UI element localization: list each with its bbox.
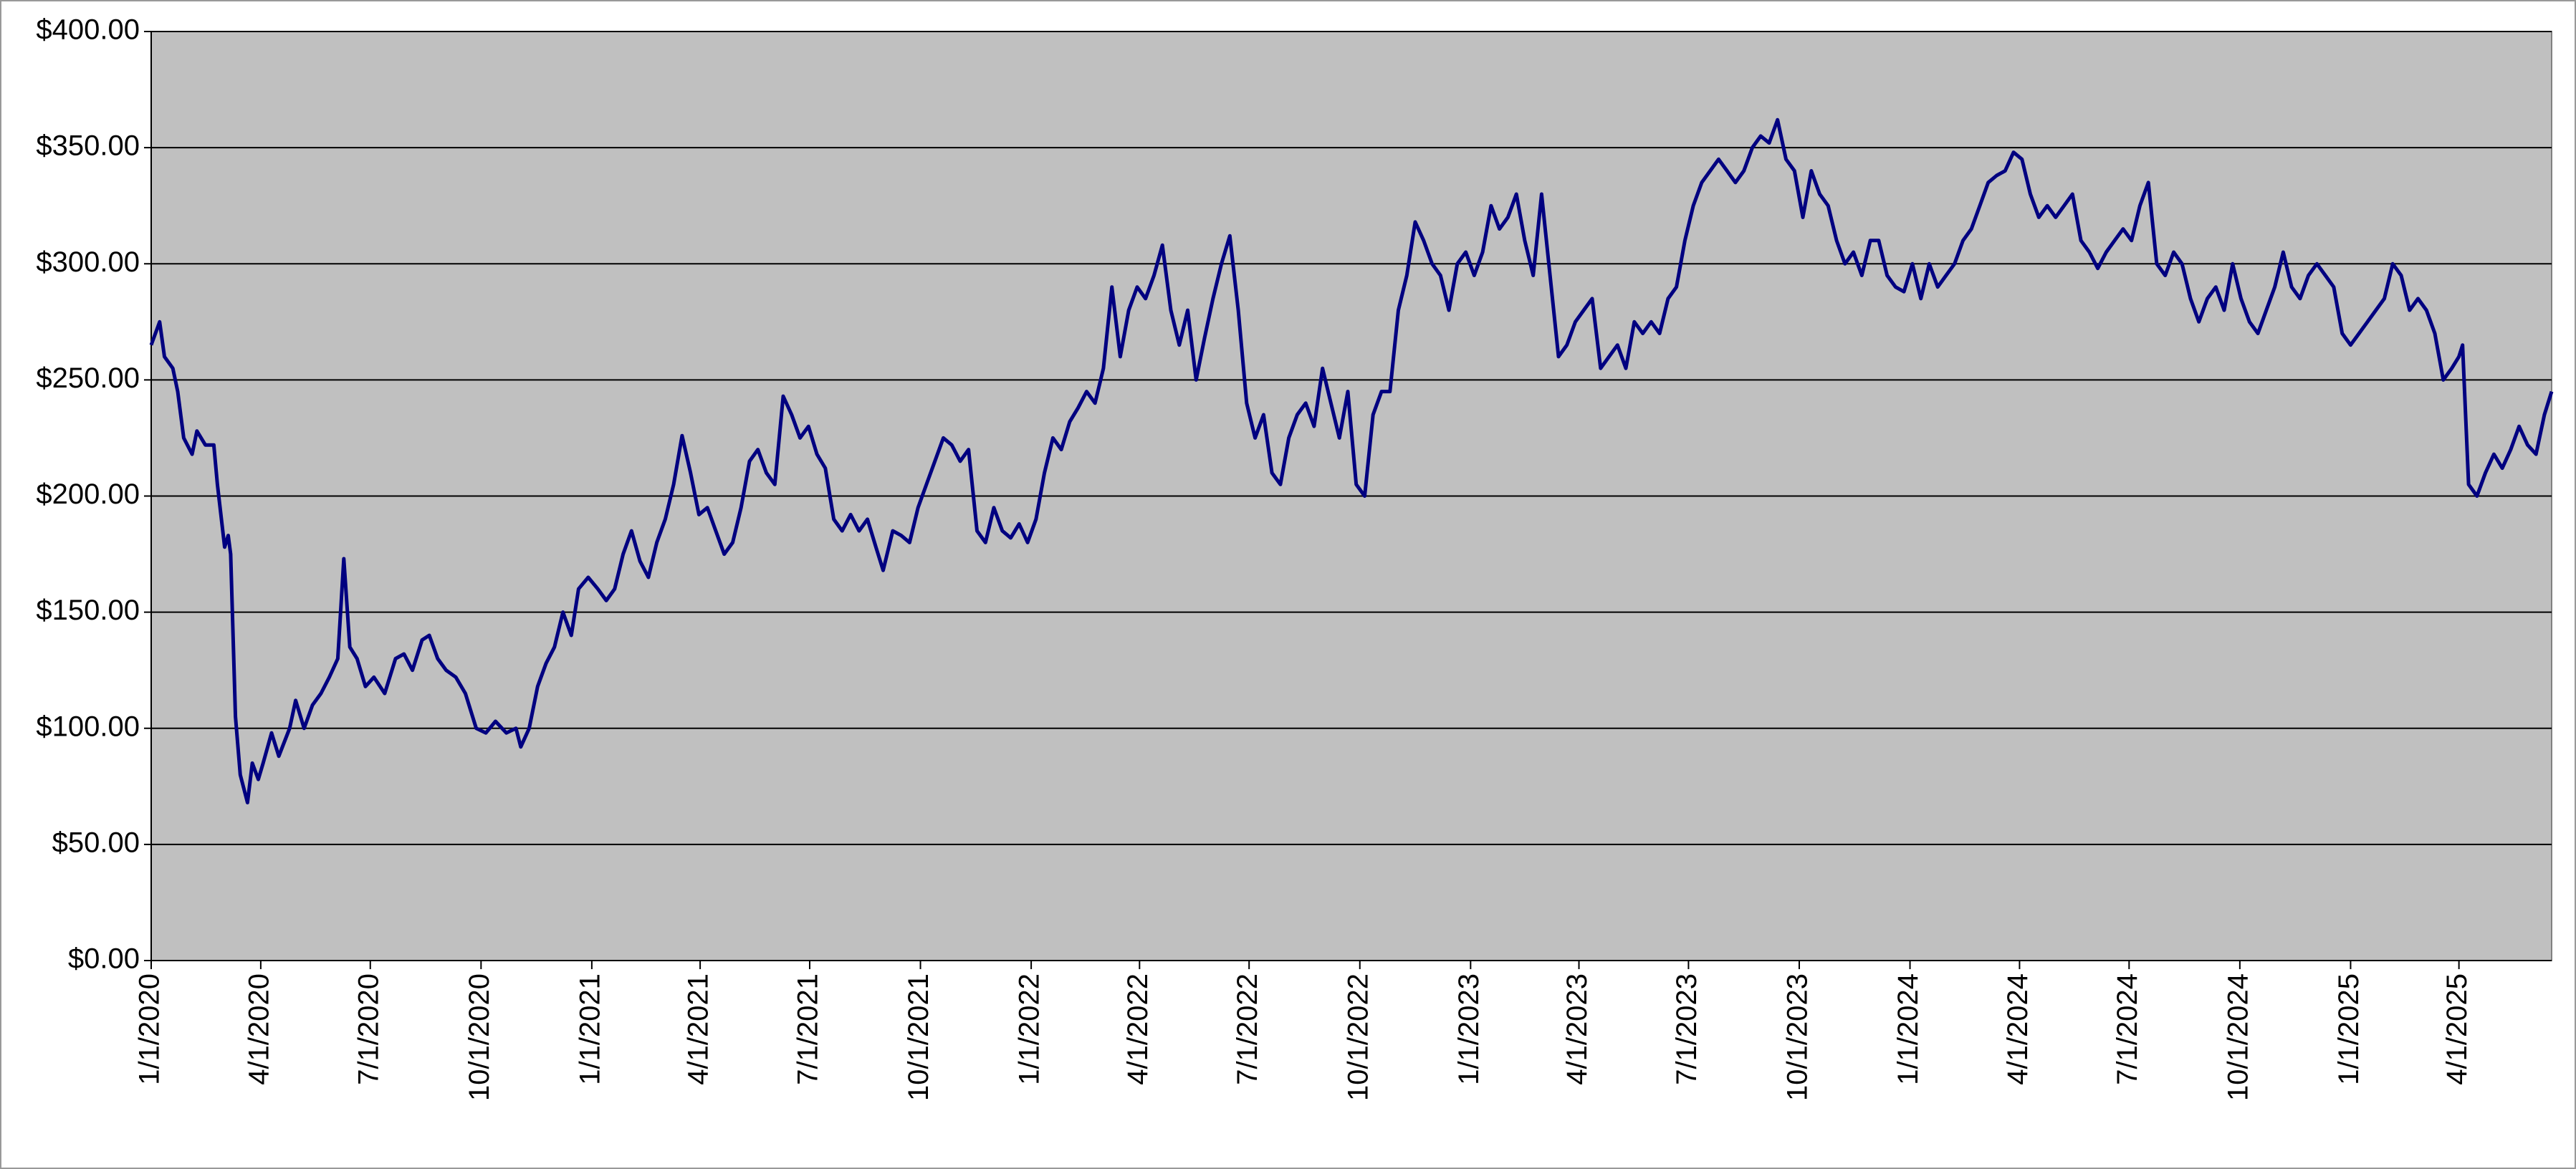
y-tick-label: $50.00 (52, 827, 140, 858)
x-tick-label: 10/1/2024 (2222, 973, 2254, 1101)
y-tick-label: $150.00 (36, 595, 140, 626)
x-tick-label: 7/1/2020 (353, 973, 384, 1085)
x-tick-label: 10/1/2022 (1342, 973, 1374, 1101)
y-tick-label: $100.00 (36, 711, 140, 742)
x-tick-label: 4/1/2024 (2002, 973, 2034, 1085)
x-tick-label: 1/1/2024 (1892, 973, 1924, 1085)
x-tick-label: 7/1/2021 (793, 973, 824, 1085)
y-tick-label: $0.00 (68, 943, 140, 975)
x-tick-label: 10/1/2020 (464, 973, 495, 1101)
x-tick-label: 10/1/2021 (903, 973, 934, 1101)
y-tick-label: $250.00 (36, 362, 140, 394)
x-tick-label: 10/1/2023 (1782, 973, 1814, 1101)
y-tick-label: $350.00 (36, 130, 140, 162)
x-tick-label: 7/1/2024 (2112, 973, 2143, 1085)
x-tick-label: 7/1/2022 (1232, 973, 1263, 1085)
price-line (149, 117, 2554, 804)
x-tick-label: 7/1/2023 (1671, 973, 1703, 1085)
x-tick-label: 4/1/2023 (1561, 973, 1593, 1085)
x-tick-label: 4/1/2020 (243, 973, 274, 1085)
x-tick-label: 1/1/2021 (574, 973, 605, 1085)
x-tick-label: 1/1/2022 (1014, 973, 1045, 1085)
x-tick-label: 1/1/2020 (134, 973, 166, 1085)
y-tick-label: $300.00 (36, 246, 140, 278)
x-tick-label: 1/1/2025 (2333, 973, 2365, 1085)
y-tick-label: $200.00 (36, 478, 140, 510)
x-tick-label: 4/1/2021 (683, 973, 714, 1085)
x-tick-label: 4/1/2025 (2441, 973, 2473, 1085)
x-tick-label: 4/1/2022 (1122, 973, 1154, 1085)
x-tick-label: 1/1/2023 (1453, 973, 1485, 1085)
y-tick-label: $400.00 (36, 14, 140, 46)
